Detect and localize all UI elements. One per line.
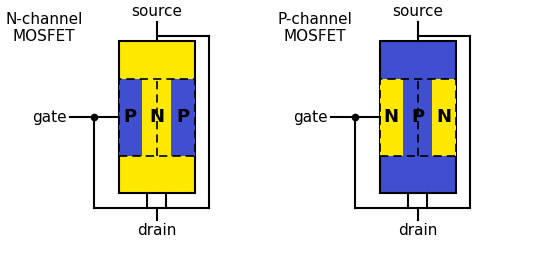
Bar [171,78,195,156]
Text: drain: drain [137,223,177,238]
Text: N-channel
MOSFET: N-channel MOSFET [5,12,83,44]
Text: P-channel
MOSFET: P-channel MOSFET [278,12,353,44]
Text: source: source [131,4,182,19]
Text: source: source [392,4,443,19]
Text: drain: drain [398,223,438,238]
Text: gate: gate [32,110,67,125]
Bar [119,78,142,156]
Text: P: P [411,108,424,126]
Text: gate: gate [293,110,328,125]
Text: N: N [149,108,164,126]
Bar [379,78,456,156]
Bar [119,78,195,156]
Text: P: P [124,108,137,126]
Bar [119,41,195,193]
Text: N: N [437,108,452,126]
Text: P: P [177,108,189,126]
Text: N: N [384,108,399,126]
Bar [432,78,456,156]
Bar [379,41,456,193]
Bar [379,78,403,156]
